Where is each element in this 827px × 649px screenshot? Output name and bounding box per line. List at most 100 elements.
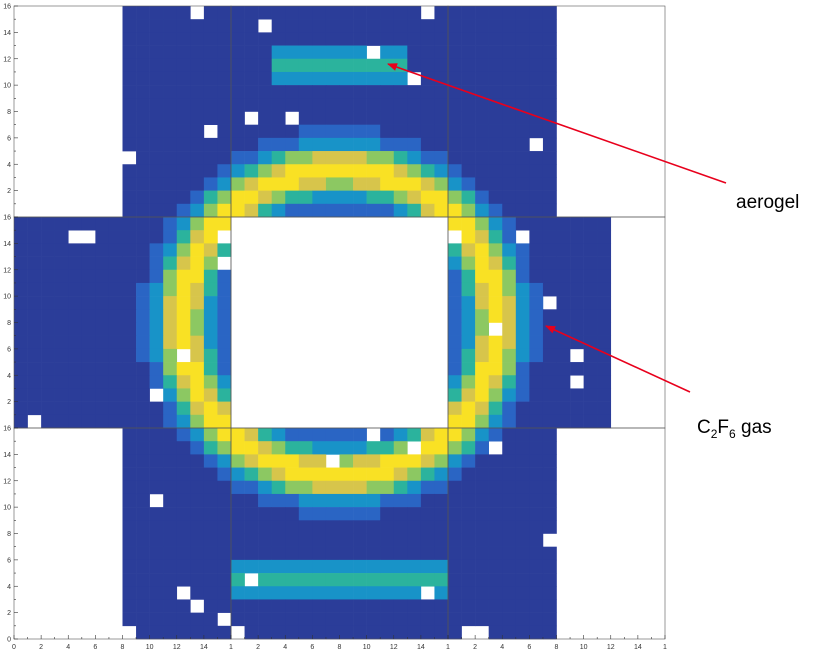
pixel-cell xyxy=(325,467,340,482)
pixel-cell xyxy=(393,124,408,139)
pixel-cell xyxy=(122,58,137,73)
pixel-cell xyxy=(380,151,395,165)
pixel-cell xyxy=(393,573,408,587)
pixel-cell xyxy=(244,520,259,534)
pixel-cell xyxy=(122,348,137,363)
pixel-cell xyxy=(420,612,435,627)
pixel-cell xyxy=(217,190,232,205)
pixel-cell xyxy=(434,85,449,99)
pixel-cell xyxy=(542,546,557,561)
pixel-cell xyxy=(176,454,191,468)
pixel-cell xyxy=(231,6,245,20)
pixel-cell xyxy=(380,480,395,495)
pixel-cell xyxy=(149,612,164,627)
pixel-cell xyxy=(68,309,83,323)
pixel-cell xyxy=(244,6,259,20)
pixel-cell xyxy=(136,230,150,244)
pixel-cell xyxy=(515,362,530,376)
pixel-cell xyxy=(434,480,449,495)
pixel-cell xyxy=(529,45,544,60)
pixel-cell xyxy=(542,190,557,205)
pixel-cell xyxy=(461,559,476,574)
pixel-cell xyxy=(312,32,327,46)
pixel-cell xyxy=(203,203,218,218)
pixel-cell xyxy=(136,507,150,521)
pixel-cell xyxy=(488,243,503,257)
pixel-cell xyxy=(163,401,178,416)
pixel-cell xyxy=(298,625,313,640)
pixel-cell xyxy=(448,98,462,112)
pixel-cell xyxy=(434,58,449,73)
pixel-cell xyxy=(231,533,245,547)
pixel-cell xyxy=(14,230,28,244)
pixel-cell xyxy=(353,58,367,73)
pixel-cell xyxy=(149,230,164,244)
pixel-cell xyxy=(203,480,218,495)
pixel-cell xyxy=(244,546,259,561)
pixel-cell xyxy=(203,177,218,191)
pixel-cell xyxy=(434,520,449,534)
pixel-cell xyxy=(407,45,422,60)
pixel-cell xyxy=(339,190,354,205)
pixel-cell xyxy=(108,243,123,257)
pixel-cell xyxy=(448,177,462,191)
pixel-cell xyxy=(190,612,205,627)
pixel-cell xyxy=(190,203,205,218)
pixel-cell xyxy=(176,375,191,389)
pixel-cell xyxy=(27,217,42,231)
pixel-cell xyxy=(448,137,462,152)
pixel-cell xyxy=(529,573,544,587)
pixel-cell xyxy=(502,6,517,20)
pixel-cell xyxy=(163,414,178,429)
pixel-cell xyxy=(176,256,191,271)
pixel-cell xyxy=(163,507,178,521)
pixel-cell xyxy=(597,375,612,389)
pixel-cell xyxy=(136,32,150,46)
pixel-cell xyxy=(68,217,83,231)
pixel-cell xyxy=(14,256,28,271)
pixel-cell xyxy=(149,309,164,323)
pixel-cell xyxy=(556,335,571,350)
pixel-cell xyxy=(149,151,164,165)
pixel-cell xyxy=(597,217,612,231)
pixel-cell xyxy=(136,480,150,495)
pixel-cell xyxy=(244,467,259,482)
pixel-cell xyxy=(461,533,476,547)
pixel-cell xyxy=(136,217,150,231)
pixel-cell xyxy=(136,441,150,455)
pixel-cell xyxy=(108,322,123,336)
pixel-cell xyxy=(353,32,367,46)
pixel-cell xyxy=(258,625,272,640)
y-tick-label: 6 xyxy=(7,135,11,142)
y-tick-label: 6 xyxy=(7,346,11,353)
pixel-cell xyxy=(149,85,164,99)
pixel-cell xyxy=(176,335,191,350)
pixel-cell xyxy=(556,388,571,402)
pixel-cell xyxy=(217,388,232,402)
pixel-cell xyxy=(393,507,408,521)
x-tick-label: 4 xyxy=(283,644,287,649)
pixel-cell xyxy=(380,124,395,139)
pixel-cell xyxy=(515,296,530,310)
pixel-cell xyxy=(149,625,164,640)
pixel-cell xyxy=(285,19,300,33)
pixel-cell xyxy=(407,559,422,574)
pixel-cell xyxy=(41,414,55,429)
y-tick-label: 6 xyxy=(7,557,11,564)
pixel-cell xyxy=(529,151,544,165)
pixel-cell xyxy=(380,190,395,205)
pixel-cell xyxy=(298,467,313,482)
pixel-cell xyxy=(190,454,205,468)
pixel-cell xyxy=(366,98,381,112)
pixel-cell xyxy=(542,19,557,33)
pixel-cell xyxy=(217,217,232,231)
pixel-cell xyxy=(461,98,476,112)
pixel-cell xyxy=(163,296,178,310)
pixel-cell xyxy=(515,375,530,389)
pixel-cell xyxy=(163,230,178,244)
pixel-cell xyxy=(149,559,164,574)
pixel-cell xyxy=(448,32,462,46)
pixel-cell xyxy=(136,362,150,376)
pixel-cell xyxy=(41,282,55,297)
pixel-cell xyxy=(461,296,476,310)
